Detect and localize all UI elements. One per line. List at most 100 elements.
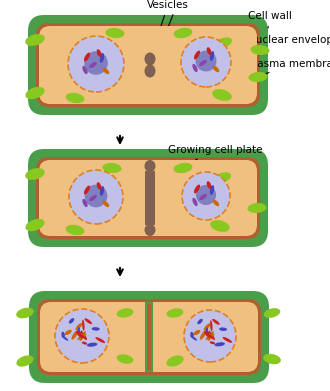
Ellipse shape: [207, 334, 211, 339]
Ellipse shape: [145, 160, 155, 172]
Ellipse shape: [214, 37, 232, 49]
Ellipse shape: [208, 331, 214, 338]
Ellipse shape: [192, 64, 198, 72]
Ellipse shape: [92, 327, 100, 331]
FancyBboxPatch shape: [37, 299, 261, 375]
Ellipse shape: [174, 163, 192, 173]
Ellipse shape: [209, 332, 215, 340]
Ellipse shape: [25, 168, 45, 180]
Ellipse shape: [79, 334, 83, 341]
Ellipse shape: [82, 319, 84, 331]
Ellipse shape: [205, 333, 213, 338]
Ellipse shape: [85, 185, 107, 207]
Ellipse shape: [65, 330, 72, 335]
Ellipse shape: [89, 195, 97, 201]
Ellipse shape: [210, 341, 215, 344]
Ellipse shape: [199, 194, 207, 200]
Ellipse shape: [194, 185, 200, 194]
Ellipse shape: [100, 53, 104, 63]
Ellipse shape: [76, 323, 82, 330]
Ellipse shape: [195, 50, 216, 72]
Ellipse shape: [219, 327, 227, 331]
Ellipse shape: [25, 219, 45, 231]
Ellipse shape: [81, 332, 87, 340]
FancyBboxPatch shape: [29, 291, 269, 383]
Ellipse shape: [199, 60, 207, 66]
Ellipse shape: [116, 308, 133, 317]
Ellipse shape: [210, 320, 213, 332]
Ellipse shape: [103, 68, 109, 74]
Ellipse shape: [84, 52, 90, 61]
Ellipse shape: [145, 65, 155, 77]
Ellipse shape: [82, 66, 88, 74]
Ellipse shape: [182, 172, 230, 220]
FancyBboxPatch shape: [39, 160, 257, 236]
Ellipse shape: [81, 330, 83, 338]
Ellipse shape: [213, 200, 219, 206]
Bar: [147, 304, 151, 370]
FancyBboxPatch shape: [40, 302, 258, 372]
Ellipse shape: [16, 308, 34, 318]
Ellipse shape: [200, 330, 207, 340]
Ellipse shape: [210, 185, 214, 195]
Ellipse shape: [214, 342, 225, 346]
FancyBboxPatch shape: [36, 23, 260, 107]
Ellipse shape: [206, 330, 210, 336]
Text: Growing cell plate: Growing cell plate: [152, 145, 262, 182]
Ellipse shape: [167, 308, 183, 317]
FancyBboxPatch shape: [39, 26, 257, 104]
Ellipse shape: [84, 318, 92, 324]
Ellipse shape: [66, 225, 84, 235]
Ellipse shape: [69, 170, 123, 224]
Ellipse shape: [207, 47, 211, 55]
Ellipse shape: [204, 331, 210, 335]
Ellipse shape: [207, 181, 211, 189]
Ellipse shape: [72, 330, 78, 340]
Ellipse shape: [209, 330, 211, 338]
Ellipse shape: [205, 327, 208, 334]
Ellipse shape: [145, 52, 155, 66]
Ellipse shape: [80, 331, 86, 338]
Ellipse shape: [78, 330, 81, 336]
Text: Nuclear envelope: Nuclear envelope: [238, 35, 330, 52]
Bar: [145, 302, 153, 372]
Ellipse shape: [100, 186, 104, 196]
Ellipse shape: [197, 319, 203, 324]
Ellipse shape: [166, 355, 183, 367]
Bar: [145, 171, 155, 225]
Ellipse shape: [207, 334, 211, 341]
Ellipse shape: [212, 89, 232, 101]
Ellipse shape: [66, 93, 84, 103]
Ellipse shape: [25, 87, 45, 99]
Ellipse shape: [87, 343, 97, 347]
Ellipse shape: [116, 354, 133, 364]
Ellipse shape: [212, 319, 220, 325]
Ellipse shape: [222, 337, 232, 343]
Ellipse shape: [184, 310, 236, 362]
Ellipse shape: [95, 337, 105, 343]
Ellipse shape: [84, 186, 90, 194]
Ellipse shape: [194, 50, 200, 59]
Ellipse shape: [82, 199, 88, 207]
Ellipse shape: [210, 220, 230, 232]
Ellipse shape: [84, 51, 108, 75]
Ellipse shape: [210, 51, 214, 61]
Ellipse shape: [25, 34, 45, 46]
Ellipse shape: [264, 308, 280, 318]
Text: Vesicles: Vesicles: [147, 0, 189, 56]
Ellipse shape: [190, 332, 194, 338]
Ellipse shape: [79, 334, 83, 339]
Ellipse shape: [103, 163, 121, 173]
Ellipse shape: [77, 327, 80, 334]
Text: Plasma membrane: Plasma membrane: [248, 59, 330, 75]
Ellipse shape: [106, 28, 124, 38]
FancyBboxPatch shape: [28, 15, 268, 115]
Ellipse shape: [55, 309, 109, 363]
Ellipse shape: [89, 62, 97, 68]
Ellipse shape: [16, 355, 34, 367]
Ellipse shape: [97, 49, 101, 57]
Ellipse shape: [190, 335, 197, 341]
Ellipse shape: [77, 333, 85, 338]
Ellipse shape: [174, 28, 192, 38]
Ellipse shape: [250, 45, 270, 55]
